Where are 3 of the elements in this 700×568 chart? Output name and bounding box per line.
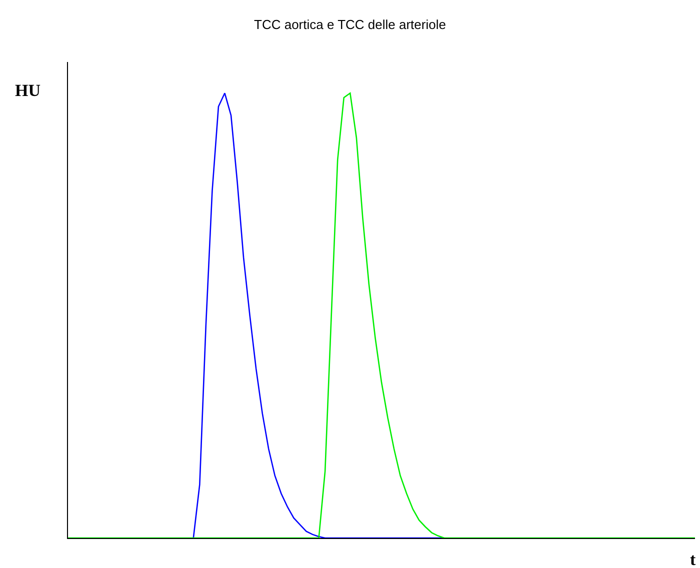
y-axis-title: HU: [15, 81, 40, 100]
chart-title: TCC aortica e TCC delle arteriole: [254, 16, 446, 32]
x-axis-title: t: [690, 550, 696, 568]
